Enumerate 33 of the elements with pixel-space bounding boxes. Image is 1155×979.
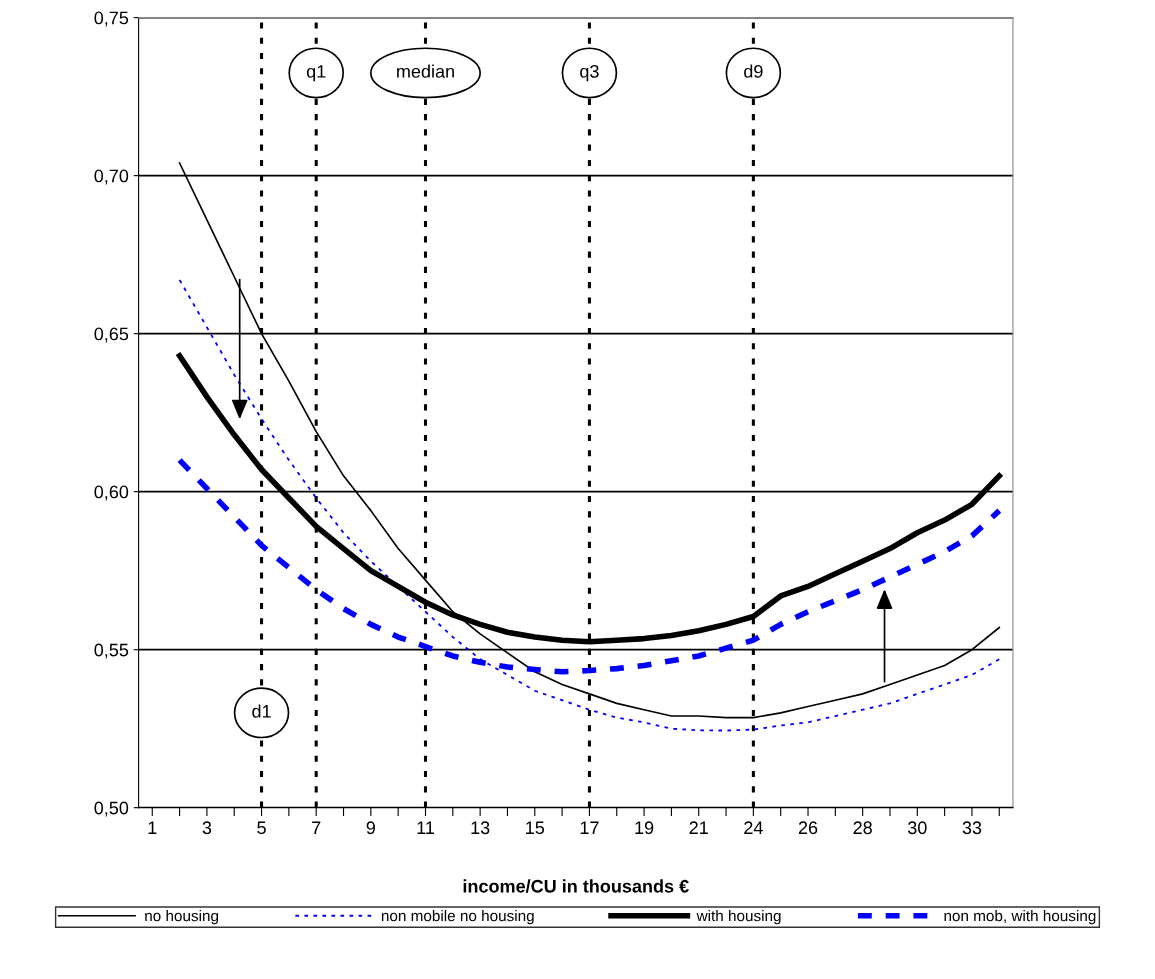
ref-line-label: median — [397, 64, 454, 78]
y-tick-label: 0,70 — [94, 169, 129, 185]
ref-line-label: d1 — [252, 704, 271, 718]
x-tick-label: 11 — [417, 821, 434, 834]
x-tick-label: 9 — [366, 821, 376, 835]
x-tick-label: 1 — [148, 821, 157, 834]
ref-line-label: q3 — [580, 64, 599, 82]
line-series — [178, 279, 1001, 732]
legend-label: non mob, with housing — [944, 910, 1096, 925]
y-tick-label: 0,60 — [94, 485, 129, 501]
x-tick-label: 3 — [202, 821, 212, 835]
y-tick-label: 0,50 — [94, 801, 129, 817]
legend-label: non mobile no housing — [381, 910, 534, 925]
y-tick-label: 0,75 — [94, 11, 129, 27]
legend-label: with housing — [696, 910, 781, 925]
x-axis-title: income/CU in thousands € — [463, 879, 689, 893]
ref-line-label: q1 — [306, 65, 326, 82]
legend-label: no housing — [145, 910, 218, 925]
x-tick-label: 28 — [853, 821, 872, 835]
y-tick-label: 0,55 — [94, 643, 129, 659]
x-tick-label: 13 — [471, 821, 490, 835]
x-tick-label: 19 — [635, 821, 654, 835]
x-tick-label: 5 — [257, 821, 266, 835]
x-tick-label: 24 — [744, 821, 763, 834]
y-tick-label: 0,65 — [94, 327, 129, 343]
x-tick-label: 15 — [526, 821, 545, 835]
x-tick-label: 7 — [312, 821, 321, 834]
ref-line-label: d9 — [744, 64, 763, 78]
x-tick-label: 30 — [907, 821, 927, 835]
x-tick-label: 17 — [580, 821, 599, 834]
x-tick-label: 26 — [798, 821, 818, 835]
x-tick-label: 33 — [962, 821, 982, 835]
x-tick-label: 21 — [689, 821, 708, 834]
